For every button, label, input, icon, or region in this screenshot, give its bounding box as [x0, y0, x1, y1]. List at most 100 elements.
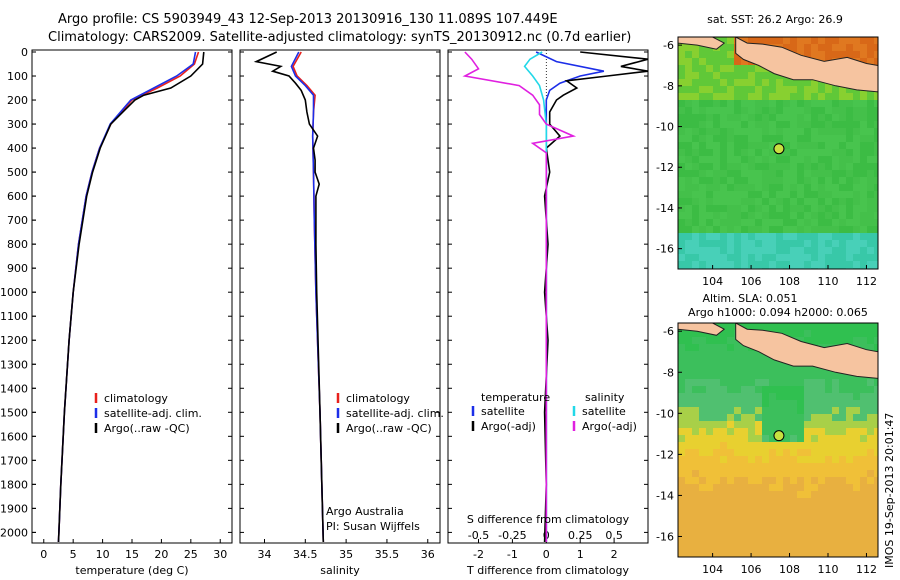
map-cell: [727, 79, 735, 87]
map-cell: [860, 470, 868, 478]
map-cell: [797, 163, 805, 171]
map-cell: [748, 261, 756, 269]
map-cell: [769, 107, 777, 115]
map-cell: [853, 226, 861, 234]
map-cell: [685, 51, 693, 59]
map-cell: [727, 337, 735, 345]
map-cell: [797, 442, 805, 450]
map-cell: [860, 51, 868, 59]
map-cell: [755, 540, 763, 548]
map-cell: [685, 540, 693, 548]
map-cell: [699, 428, 707, 436]
map-cell: [692, 212, 700, 220]
map-cell: [776, 261, 784, 269]
map-cell: [783, 219, 791, 227]
map-cell: [734, 449, 742, 457]
map-cell: [706, 65, 714, 73]
map-cell: [874, 554, 878, 557]
map-cell: [769, 135, 777, 143]
map-cell: [860, 428, 868, 436]
map-cell: [755, 191, 763, 199]
map-cell: [734, 254, 742, 262]
map-cell: [804, 177, 812, 185]
map-cell: [853, 540, 861, 548]
map-cell: [825, 156, 833, 164]
map-cell: [727, 198, 735, 206]
map-cell: [818, 414, 826, 422]
map-cell: [839, 240, 847, 248]
map-cell: [797, 93, 805, 101]
map-cell: [839, 261, 847, 269]
map-cell: [853, 407, 861, 415]
map-x-tick-label: 106: [741, 275, 762, 288]
depth-tick-label: 500: [7, 166, 28, 179]
map-cell: [741, 540, 749, 548]
legend-label: Argo(..raw -QC): [346, 422, 432, 435]
map-cell: [734, 121, 742, 129]
map-cell: [692, 163, 700, 171]
map-cell: [685, 379, 693, 387]
depth-tick-label: 300: [7, 118, 28, 131]
map-cell: [846, 247, 854, 255]
map-cell: [846, 526, 854, 534]
map-cell: [699, 198, 707, 206]
map-cell: [797, 247, 805, 255]
map-cell: [706, 442, 714, 450]
map-cell: [762, 400, 770, 408]
map-cell: [818, 540, 826, 548]
map-cell: [755, 135, 763, 143]
map-cell: [713, 351, 721, 359]
map-cell: [776, 400, 784, 408]
map-cell: [748, 442, 756, 450]
map-cell: [811, 79, 819, 87]
map-cell: [825, 505, 833, 513]
map-cell: [748, 128, 756, 136]
map-cell: [867, 191, 875, 199]
map-cell: [706, 142, 714, 150]
map-cell: [713, 435, 721, 443]
map-cell: [804, 261, 812, 269]
map-cell: [853, 512, 861, 520]
map-cell: [706, 135, 714, 143]
map-cell: [748, 547, 756, 555]
map-cell: [839, 449, 847, 457]
map-cell: [776, 540, 784, 548]
map-cell: [692, 100, 700, 108]
map-cell: [874, 414, 878, 422]
map-cell: [769, 114, 777, 122]
map-cell: [755, 177, 763, 185]
map-cell: [797, 337, 805, 345]
map-cell: [678, 205, 686, 213]
map-cell: [839, 107, 847, 115]
map-cell: [783, 372, 791, 380]
map-cell: [755, 226, 763, 234]
map-cell: [678, 330, 686, 338]
map-cell: [678, 547, 686, 555]
map-cell: [678, 519, 686, 527]
map-y-tick-label: -16: [656, 530, 674, 543]
map-cell: [699, 533, 707, 541]
map-cell: [853, 135, 861, 143]
depth-tick-label: 1500: [0, 406, 28, 419]
map-cell: [678, 65, 686, 73]
map-cell: [748, 435, 756, 443]
map-cell: [874, 421, 878, 429]
map-cell: [804, 407, 812, 415]
map-cell: [811, 456, 819, 464]
map-cell: [713, 128, 721, 136]
map-cell: [832, 212, 840, 220]
map-cell: [734, 533, 742, 541]
map-cell: [776, 170, 784, 178]
map-cell: [853, 240, 861, 248]
map-cell: [685, 421, 693, 429]
map-cell: [804, 44, 812, 52]
map-cell: [748, 212, 756, 220]
map-cell: [832, 247, 840, 255]
header-line1: Argo profile: CS 5903949_43 12-Sep-2013 …: [58, 12, 558, 27]
map-cell: [741, 205, 749, 213]
map-cell: [727, 400, 735, 408]
map-cell: [748, 170, 756, 178]
map-cell: [804, 135, 812, 143]
map-cell: [755, 365, 763, 373]
map-cell: [832, 233, 840, 241]
